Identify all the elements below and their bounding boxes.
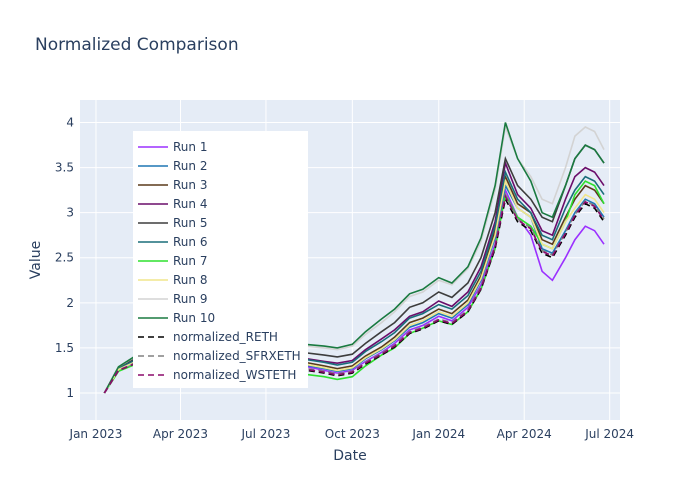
x-tick-label: Apr 2023: [153, 427, 208, 441]
legend-item-run-4[interactable]: Run 4: [138, 197, 207, 211]
legend-label: Run 4: [173, 197, 207, 211]
legend-label: Run 5: [173, 216, 207, 230]
y-tick-label: 1: [66, 386, 74, 400]
legend-background: [133, 131, 308, 388]
legend-item-run-10[interactable]: Run 10: [138, 311, 215, 325]
legend[interactable]: Run 1 Run 2 Run 3 Run 4 Run 5 Run 6 Run 7 Run 8…: [133, 131, 308, 388]
y-tick-label: 3: [66, 206, 74, 220]
y-tick-label: 3.5: [55, 161, 74, 175]
x-tick-label: Jan 2023: [69, 427, 123, 441]
legend-item-normalized-sfrxeth[interactable]: normalized_SFRXETH: [138, 349, 301, 363]
chart-title: Normalized Comparison: [35, 35, 239, 55]
legend-item-run-7[interactable]: Run 7: [138, 254, 207, 268]
legend-label: Run 9: [173, 292, 207, 306]
legend-label: normalized_SFRXETH: [173, 349, 301, 363]
y-axis-label: Value: [28, 241, 44, 279]
legend-label: Run 2: [173, 159, 207, 173]
legend-label: Run 6: [173, 235, 207, 249]
x-tick-label: Oct 2023: [325, 427, 380, 441]
x-tick-label: Apr 2024: [497, 427, 552, 441]
legend-label: Run 10: [173, 311, 215, 325]
legend-label: Run 7: [173, 254, 207, 268]
legend-item-run-1[interactable]: Run 1: [138, 140, 207, 154]
legend-item-run-8[interactable]: Run 8: [138, 273, 207, 287]
legend-item-run-3[interactable]: Run 3: [138, 178, 207, 192]
x-axis: Jan 2023 Apr 2023 Jul 2023 Oct 2023 Jan 2024…: [69, 427, 635, 441]
x-axis-label: Date: [333, 448, 366, 464]
legend-item-run-9[interactable]: Run 9: [138, 292, 207, 306]
legend-item-normalized-wsteth[interactable]: normalized_WSTETH: [138, 368, 296, 382]
legend-label: Run 3: [173, 178, 207, 192]
x-tick-label: Jan 2024: [411, 427, 465, 441]
legend-item-normalized-reth[interactable]: normalized_RETH: [138, 330, 278, 344]
legend-label: normalized_WSTETH: [173, 368, 296, 382]
x-tick-label: Jul 2024: [584, 427, 634, 441]
y-axis: 1 1.5 2 2.5 3 3.5 4: [55, 116, 74, 400]
y-tick-label: 2.5: [55, 251, 74, 265]
y-tick-label: 2: [66, 296, 74, 310]
legend-item-run-2[interactable]: Run 2: [138, 159, 207, 173]
legend-label: Run 8: [173, 273, 207, 287]
legend-item-run-6[interactable]: Run 6: [138, 235, 207, 249]
y-tick-label: 1.5: [55, 341, 74, 355]
legend-item-run-5[interactable]: Run 5: [138, 216, 207, 230]
x-tick-label: Jul 2023: [241, 427, 291, 441]
legend-label: Run 1: [173, 140, 207, 154]
y-tick-label: 4: [66, 116, 74, 130]
legend-label: normalized_RETH: [173, 330, 278, 344]
